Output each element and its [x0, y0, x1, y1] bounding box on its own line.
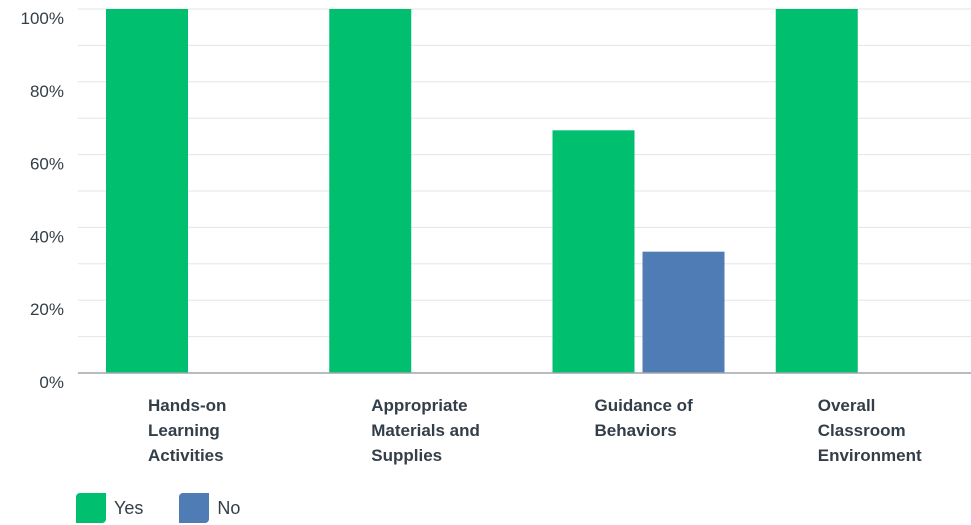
legend: Yes No: [76, 493, 276, 523]
x-category-label-line: Supplies: [371, 446, 443, 465]
x-category-label-line: Behaviors: [594, 421, 677, 440]
x-category-label: Overall Classroom Environment: [818, 393, 958, 468]
y-tick-label: 60%: [30, 155, 64, 174]
y-tick-label: 100%: [21, 9, 64, 28]
x-category-label: Hands-on Learning Activities: [148, 393, 288, 468]
legend-item-yes[interactable]: Yes: [76, 493, 143, 523]
legend-label-no: No: [217, 497, 241, 518]
bar-yes-0[interactable]: [106, 9, 188, 373]
bar-yes-1[interactable]: [329, 9, 412, 373]
y-tick-label: 80%: [30, 82, 64, 101]
x-category-label-line: Learning: [148, 421, 220, 440]
y-tick-label: 0%: [39, 373, 64, 392]
x-category-label: Guidance of Behaviors: [595, 393, 735, 443]
bar-no-2[interactable]: [642, 251, 725, 373]
x-category-label: Appropriate Materials and Supplies: [371, 393, 511, 468]
x-category-label-line: Environment: [817, 446, 922, 465]
x-category-label-line: Overall: [817, 396, 876, 415]
x-category-label-line: Classroom: [817, 421, 906, 440]
bars: [106, 9, 858, 373]
x-category-label-line: Hands-on: [148, 396, 227, 415]
y-axis: 0% 20% 40% 60% 80% 100%: [21, 9, 64, 392]
bar-chart: 0% 20% 40% 60% 80% 100%: [21, 8, 971, 392]
bar-yes-3[interactable]: [775, 9, 858, 373]
legend-swatch-yes: [76, 493, 106, 523]
x-category-label-line: Guidance of: [594, 396, 693, 415]
x-category-label-line: Activities: [148, 446, 224, 465]
x-category-label-line: Materials and: [371, 421, 480, 440]
bar-yes-2[interactable]: [552, 130, 635, 373]
legend-swatch-no: [179, 493, 210, 523]
y-tick-label: 40%: [30, 227, 64, 246]
x-category-label-line: Appropriate: [371, 396, 468, 415]
legend-label-yes: Yes: [114, 497, 144, 518]
legend-item-no[interactable]: No: [179, 493, 240, 523]
y-tick-label: 20%: [30, 300, 64, 319]
